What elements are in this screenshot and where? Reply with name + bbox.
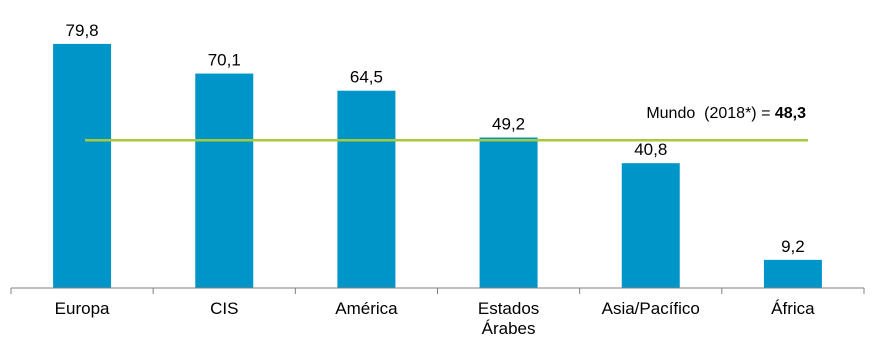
category-labels-group: Europa CIS América Estados Árabes Asia/Pacífi…: [55, 299, 816, 338]
value-label-3: 64,5: [350, 68, 383, 87]
value-label-1: 79,8: [66, 21, 99, 40]
bars-group: [53, 43, 822, 289]
category-label-6: África: [771, 299, 815, 318]
bar-2: [195, 73, 254, 288]
bar-3: [337, 90, 396, 289]
value-labels-group: 79,8 70,1 64,5 49,2 40,8 9,2: [66, 21, 805, 256]
world-average-value: 48,3: [775, 105, 806, 122]
category-label-2: CIS: [210, 299, 238, 318]
value-label-2: 70,1: [208, 51, 241, 70]
x-axis-ticks: [10, 288, 865, 294]
world-average-label: Mundo (2018*) = 48,3: [646, 105, 806, 122]
bar-5: [621, 163, 680, 288]
category-label-5: Asia/Pacífico: [602, 299, 700, 318]
bar-6: [763, 259, 822, 288]
value-label-5: 40,8: [634, 140, 667, 159]
value-label-4: 49,2: [492, 115, 525, 134]
world-average-prefix: Mundo (2018*) =: [646, 105, 775, 122]
value-label-6: 9,2: [781, 237, 805, 256]
category-label-4: Estados Árabes: [478, 299, 539, 338]
category-label-3: América: [335, 299, 398, 318]
category-label-1: Europa: [55, 299, 110, 318]
bar-4: [479, 137, 538, 288]
bar-1: [53, 43, 112, 288]
